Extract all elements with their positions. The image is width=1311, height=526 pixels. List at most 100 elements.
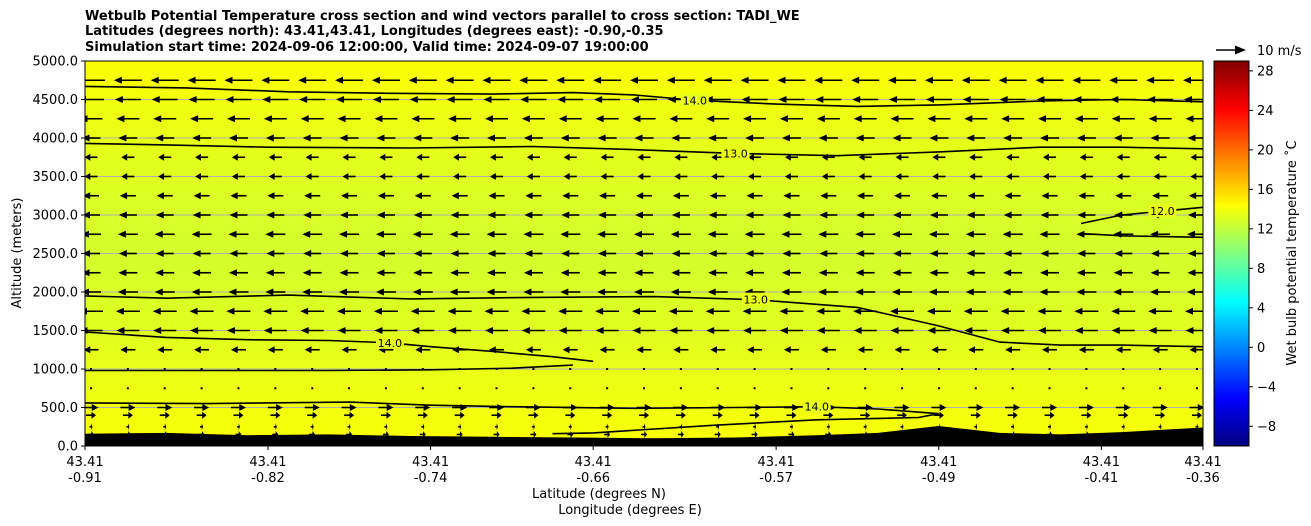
wind-arrow bbox=[937, 368, 940, 370]
wind-arrow bbox=[450, 211, 469, 219]
wind-arrow bbox=[118, 134, 138, 142]
wind-arrow bbox=[969, 173, 983, 180]
wind-arrow bbox=[855, 230, 876, 238]
wind-arrow bbox=[632, 327, 656, 334]
wind-arrow bbox=[855, 134, 875, 142]
wind-arrow bbox=[493, 430, 500, 438]
wind-arrow bbox=[298, 76, 327, 84]
wind-arrow bbox=[495, 423, 499, 431]
wind-arrow bbox=[606, 387, 609, 390]
wind-arrow bbox=[265, 230, 286, 238]
wind-arrow bbox=[523, 230, 544, 238]
wind-arrow bbox=[228, 269, 248, 277]
wind-arrow bbox=[932, 153, 946, 161]
wind-arrow bbox=[1155, 411, 1166, 419]
wind-arrow bbox=[595, 327, 619, 334]
wind-arrow bbox=[188, 96, 215, 103]
wind-arrow bbox=[421, 387, 424, 390]
wind-arrow bbox=[1001, 327, 1025, 334]
contour-line bbox=[85, 364, 573, 372]
wind-arrow bbox=[495, 387, 498, 390]
wind-arrow bbox=[964, 327, 988, 334]
wind-arrow bbox=[710, 346, 726, 354]
wind-arrow bbox=[348, 368, 351, 370]
wind-arrow bbox=[864, 368, 867, 370]
wind-arrow bbox=[892, 230, 913, 238]
wind-arrow bbox=[1159, 368, 1162, 370]
x-tick-label-lon: -0.57 bbox=[759, 471, 793, 486]
wind-arrow bbox=[342, 173, 356, 180]
wind-arrow bbox=[229, 211, 248, 219]
wind-arrow bbox=[827, 368, 830, 370]
wind-arrow bbox=[525, 192, 542, 200]
wind-arrow bbox=[523, 134, 543, 142]
wind-arrow bbox=[708, 211, 727, 219]
contour-label: 13.0 bbox=[721, 146, 750, 160]
colorbar bbox=[1213, 60, 1250, 447]
wind-arrow bbox=[853, 327, 877, 334]
wind-arrow bbox=[779, 115, 803, 123]
wind-arrow bbox=[414, 192, 431, 200]
wind-arrow bbox=[421, 368, 424, 370]
wind-arrow bbox=[413, 211, 432, 219]
wind-arrow bbox=[605, 423, 609, 431]
terrain bbox=[85, 426, 1203, 446]
wind-arrow bbox=[745, 250, 764, 257]
wind-arrow bbox=[189, 307, 214, 315]
wind-arrow bbox=[415, 346, 431, 354]
y-tick-label: 1500.0 bbox=[33, 324, 79, 339]
wind-arrow bbox=[1043, 153, 1057, 161]
y-tick-label: 4000.0 bbox=[33, 132, 79, 147]
wind-arrow bbox=[378, 404, 394, 411]
wind-arrow bbox=[893, 250, 912, 257]
wind-arrow bbox=[115, 307, 140, 315]
wind-arrow bbox=[337, 327, 361, 334]
wind-arrow bbox=[157, 404, 173, 411]
wind-arrow bbox=[1189, 192, 1203, 200]
wind-arrow bbox=[225, 96, 252, 103]
wind-arrow bbox=[563, 173, 577, 180]
wind-arrow bbox=[594, 96, 621, 103]
wind-arrow bbox=[1005, 404, 1021, 411]
wind-arrow bbox=[890, 327, 914, 334]
wind-arrow bbox=[304, 404, 320, 411]
wind-arrow bbox=[782, 211, 801, 219]
wind-arrow bbox=[85, 173, 98, 180]
wind-arrow bbox=[485, 115, 509, 123]
wind-arrow bbox=[1077, 250, 1096, 257]
wind-arrow bbox=[120, 404, 136, 411]
wind-arrow bbox=[966, 211, 985, 219]
wind-arrow bbox=[666, 76, 695, 84]
wind-arrow bbox=[783, 346, 799, 354]
wind-arrow bbox=[708, 269, 728, 277]
wind-arrow bbox=[751, 430, 758, 438]
wind-arrow bbox=[340, 250, 359, 257]
wind-arrow bbox=[961, 76, 990, 84]
wind-arrow bbox=[819, 250, 838, 257]
wind-arrow bbox=[636, 346, 652, 354]
wind-arrow bbox=[671, 134, 691, 142]
wind-arrow bbox=[302, 134, 322, 142]
wind-arrow bbox=[779, 307, 804, 315]
wind-arrow bbox=[304, 346, 320, 354]
wind-arrow bbox=[456, 430, 463, 438]
wind-arrow bbox=[716, 368, 719, 370]
wind-arrow bbox=[745, 134, 765, 142]
wind-arrow bbox=[490, 173, 504, 180]
wind-arrow bbox=[1159, 387, 1162, 390]
wind-arrow bbox=[410, 307, 435, 315]
wind-arrow bbox=[820, 346, 836, 354]
wind-arrow bbox=[569, 387, 572, 390]
wind-reference-label: 10 m/s bbox=[1257, 44, 1302, 59]
wind-arrow bbox=[373, 307, 398, 315]
wind-arrow bbox=[790, 368, 793, 370]
wind-arrow bbox=[1146, 76, 1175, 84]
wind-arrow bbox=[157, 346, 173, 354]
wind-arrow bbox=[159, 411, 170, 419]
wind-arrow bbox=[340, 211, 359, 219]
wind-arrow bbox=[560, 134, 580, 142]
wind-arrow bbox=[708, 134, 728, 142]
wind-arrow bbox=[191, 288, 212, 296]
wind-arrow bbox=[1183, 76, 1203, 84]
wind-arrow bbox=[600, 173, 614, 180]
